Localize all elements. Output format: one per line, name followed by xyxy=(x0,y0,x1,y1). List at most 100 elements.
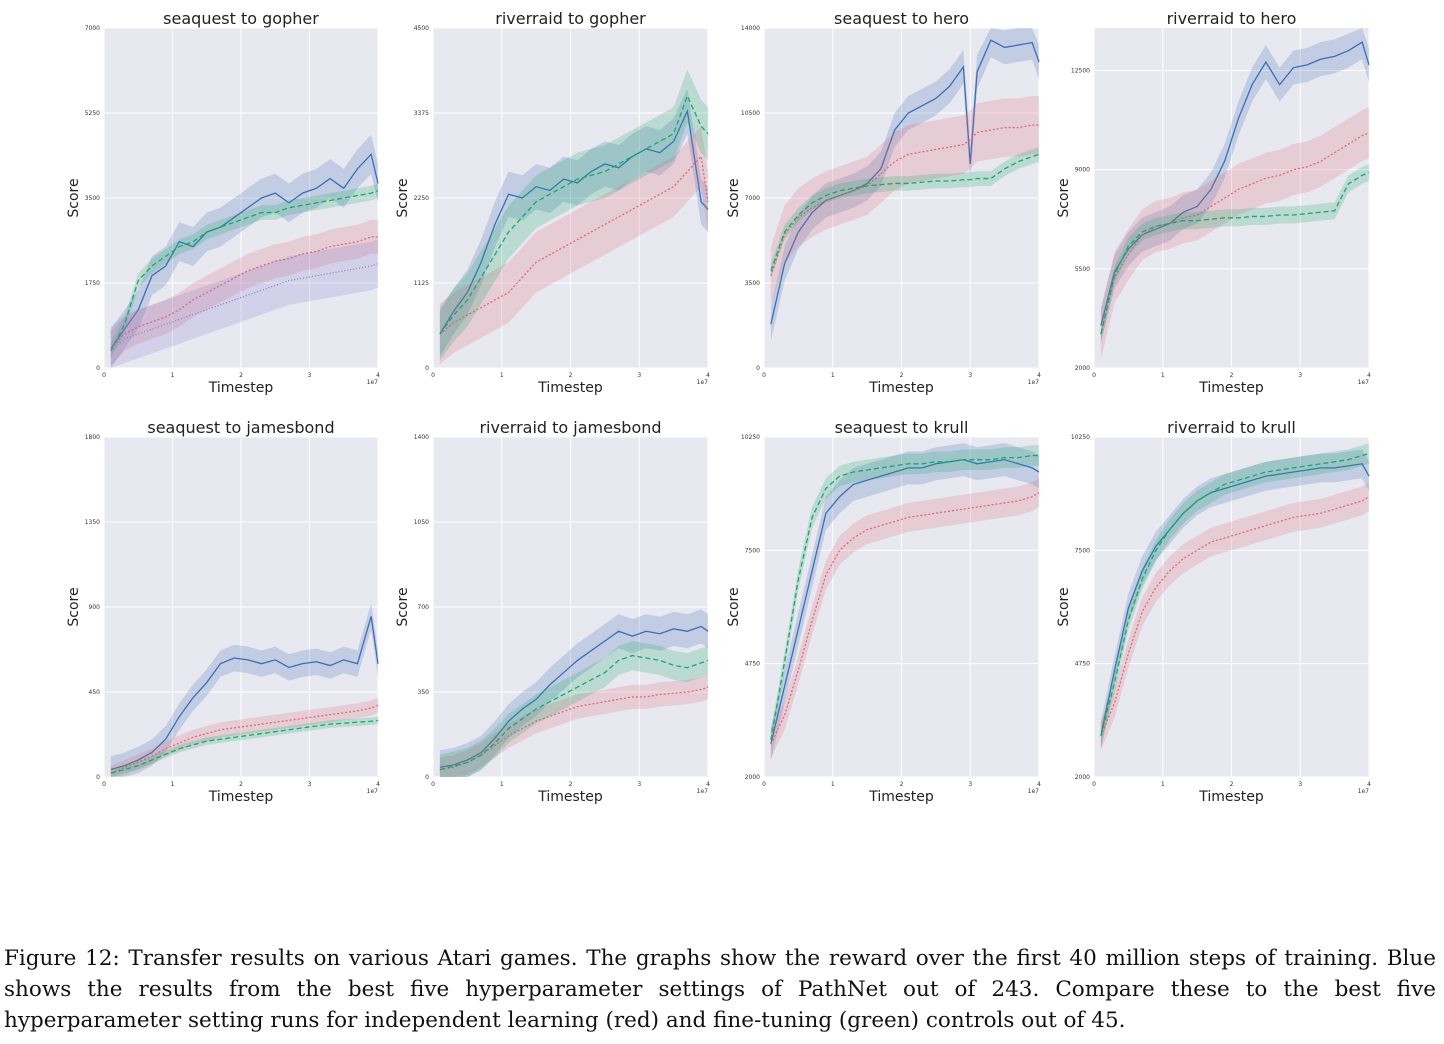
chart-title: seaquest to krull xyxy=(835,418,969,437)
y-tick-label: 2000 xyxy=(1075,774,1090,781)
series-line-pathnet xyxy=(770,459,1040,745)
series-line-extra xyxy=(110,262,379,352)
series-line-pathnet xyxy=(1100,41,1370,326)
band-pathnet xyxy=(1100,449,1369,751)
y-tick-label: 1350 xyxy=(85,519,100,526)
band-pathnet xyxy=(770,28,1039,342)
y-tick-label: 12500 xyxy=(1071,68,1090,75)
x-tick-label: 2 xyxy=(569,372,573,379)
chart-panel-2: 0 1 2 3 4 0 1125 2250 3375 4500 riverraid to gophe… xyxy=(395,9,710,396)
series-line-finetune xyxy=(439,94,709,335)
band-pathnet xyxy=(110,134,378,368)
y-tick-label: 350 xyxy=(418,689,430,696)
y-tick-label: 7500 xyxy=(1075,547,1090,554)
chart-panel-8: 0 1 2 3 4 2000 4750 7500 10250 riverraid to krull… xyxy=(1056,418,1371,805)
band-pathnet xyxy=(770,443,1039,761)
y-tick-label: 7000 xyxy=(745,195,760,202)
y-tick-label: 10500 xyxy=(741,110,760,117)
series-line-pathnet xyxy=(770,39,1040,325)
x-tick-label: 1 xyxy=(831,372,835,379)
chart-panel-6: 0 1 2 3 4 0 350 700 1050 1400 riverraid to jamesbo… xyxy=(395,418,710,805)
x-tick-label: 3 xyxy=(308,372,312,379)
y-tick-label: 7500 xyxy=(745,547,760,554)
y-tick-label: 3500 xyxy=(85,195,100,202)
x-tick-label: 3 xyxy=(308,781,312,788)
y-tick-label: 3500 xyxy=(745,280,760,287)
x-tick-label: 0 xyxy=(431,372,435,379)
x-axis-label: Timestep xyxy=(208,380,274,396)
band-independent xyxy=(439,675,708,777)
chart-title: seaquest to hero xyxy=(834,9,969,28)
y-tick-label: 0 xyxy=(96,365,100,372)
series-line-independent xyxy=(770,124,1039,276)
series-line-pathnet xyxy=(439,625,709,768)
series-line-finetune xyxy=(1100,452,1370,736)
x-offset-label: 1e7 xyxy=(367,788,379,795)
x-tick-label: 3 xyxy=(968,372,972,379)
x-tick-label: 2 xyxy=(1230,781,1234,788)
y-tick-label: 0 xyxy=(425,365,429,372)
band-pathnet xyxy=(1100,28,1369,343)
x-axis-label: Timestep xyxy=(537,789,603,805)
y-tick-label: 9000 xyxy=(1075,167,1090,174)
y-tick-label: 2000 xyxy=(1075,365,1090,372)
y-axis-label: Score xyxy=(1056,587,1072,626)
x-offset-label: 1e7 xyxy=(1358,788,1370,795)
series-line-finetune xyxy=(1100,171,1370,335)
chart-title: riverraid to gopher xyxy=(495,9,646,28)
chart-title: riverraid to jamesbond xyxy=(479,418,661,437)
band-finetune xyxy=(439,69,708,361)
chart-panel-1: 0 1 2 3 4 0 1750 3500 5250 7000 seaquest to gopher… xyxy=(66,9,380,396)
series-line-finetune xyxy=(770,153,1040,272)
series-line-finetune xyxy=(110,190,379,352)
x-tick-label: 1 xyxy=(500,372,504,379)
x-tick-label: 2 xyxy=(900,781,904,788)
x-tick-label: 0 xyxy=(762,372,766,379)
y-tick-label: 3375 xyxy=(414,110,429,117)
x-tick-label: 0 xyxy=(102,781,106,788)
band-independent xyxy=(1100,482,1369,751)
x-axis-label: Timestep xyxy=(537,380,603,396)
x-tick-label: 3 xyxy=(637,781,641,788)
y-tick-label: 1750 xyxy=(85,280,100,287)
series-line-pathnet xyxy=(1100,463,1370,736)
x-offset-label: 1e7 xyxy=(1028,788,1040,795)
chart-panel-4: 0 1 2 3 4 2000 5500 9000 12500 riverraid to hero T… xyxy=(1056,9,1371,396)
y-axis-label: Score xyxy=(395,587,411,626)
band-independent xyxy=(439,126,708,365)
y-tick-label: 1050 xyxy=(414,519,429,526)
y-tick-label: 1125 xyxy=(414,280,429,287)
y-tick-label: 900 xyxy=(89,604,101,611)
x-tick-label: 3 xyxy=(968,781,972,788)
x-axis-label: Timestep xyxy=(868,380,934,396)
x-offset-label: 1e7 xyxy=(1358,379,1370,386)
y-tick-label: 1800 xyxy=(85,434,100,441)
series-line-independent xyxy=(439,154,709,335)
x-tick-label: 4 xyxy=(1367,781,1371,788)
x-tick-label: 1 xyxy=(171,372,175,379)
y-tick-label: 4500 xyxy=(414,25,429,32)
y-axis-label: Score xyxy=(395,178,411,217)
x-tick-label: 0 xyxy=(102,372,106,379)
x-tick-label: 1 xyxy=(831,781,835,788)
x-offset-label: 1e7 xyxy=(697,379,709,386)
x-tick-label: 4 xyxy=(706,372,710,379)
band-finetune xyxy=(110,716,378,777)
y-tick-label: 0 xyxy=(425,774,429,781)
band-finetune xyxy=(1100,164,1369,343)
x-tick-label: 0 xyxy=(431,781,435,788)
x-tick-label: 1 xyxy=(1161,372,1165,379)
band-independent xyxy=(770,478,1039,759)
y-tick-label: 5500 xyxy=(1075,266,1090,273)
x-tick-label: 4 xyxy=(1367,372,1371,379)
band-independent xyxy=(770,96,1039,305)
series-line-independent xyxy=(110,704,379,774)
y-tick-label: 5250 xyxy=(85,110,100,117)
y-tick-label: 1400 xyxy=(414,434,429,441)
y-axis-label: Score xyxy=(726,178,742,217)
x-tick-label: 2 xyxy=(900,372,904,379)
series-line-finetune xyxy=(770,454,1039,741)
x-axis-label: Timestep xyxy=(1198,789,1264,805)
series-line-independent xyxy=(1100,132,1370,335)
